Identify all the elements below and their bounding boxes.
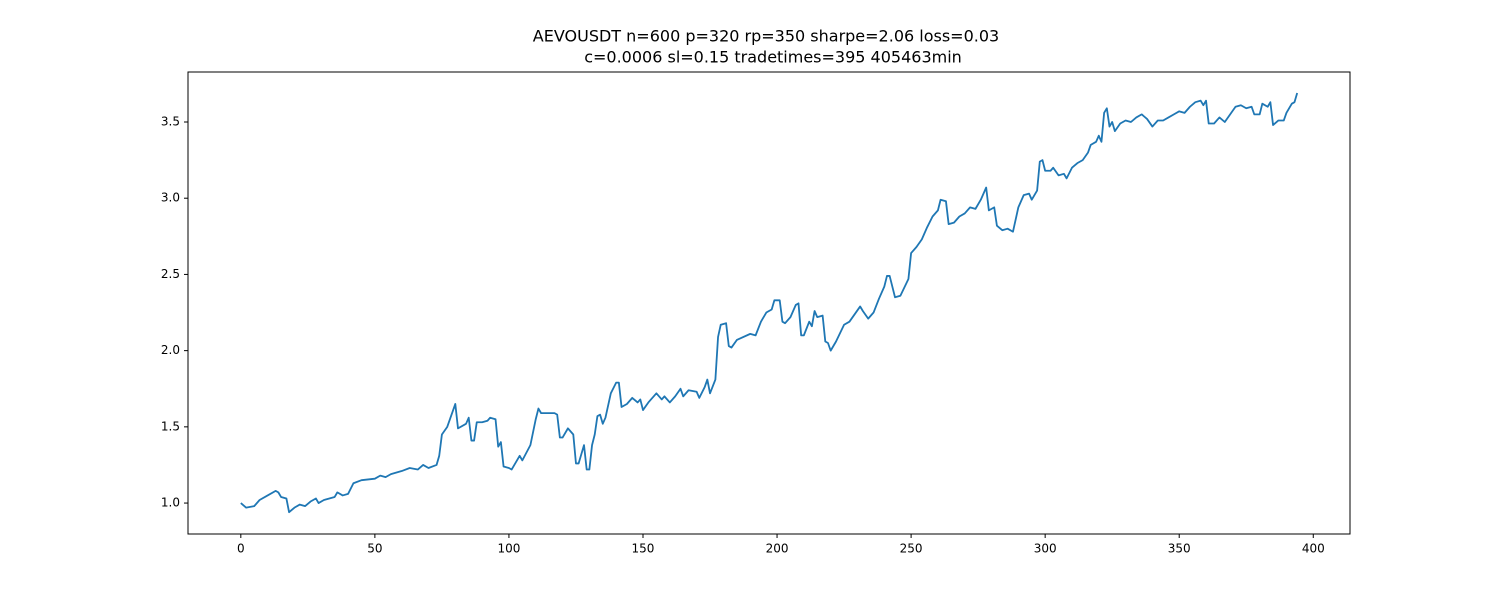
x-tick-label: 350 xyxy=(1168,542,1191,556)
x-tick-label: 400 xyxy=(1302,542,1325,556)
x-tick-label: 200 xyxy=(766,542,789,556)
x-tick-label: 50 xyxy=(367,542,382,556)
y-tick-label: 1.0 xyxy=(161,496,180,510)
x-tick-label: 0 xyxy=(237,542,245,556)
y-tick-label: 3.5 xyxy=(161,114,180,128)
chart-title: AEVOUSDT n=600 p=320 rp=350 sharpe=2.06 … xyxy=(533,27,999,46)
x-tick-label: 150 xyxy=(632,542,655,556)
x-tick-label: 250 xyxy=(900,542,923,556)
data-line xyxy=(240,92,1299,514)
x-tick-label: 100 xyxy=(497,542,520,556)
plot-frame xyxy=(187,71,1351,535)
y-tick-label: 2.5 xyxy=(161,267,180,281)
x-tick-label: 300 xyxy=(1034,542,1057,556)
y-tick-label: 2.0 xyxy=(161,343,180,357)
chart-subtitle: c=0.0006 sl=0.15 tradetimes=395 405463mi… xyxy=(584,48,962,67)
y-tick-label: 3.0 xyxy=(161,191,180,205)
y-tick-label: 1.5 xyxy=(161,419,180,433)
